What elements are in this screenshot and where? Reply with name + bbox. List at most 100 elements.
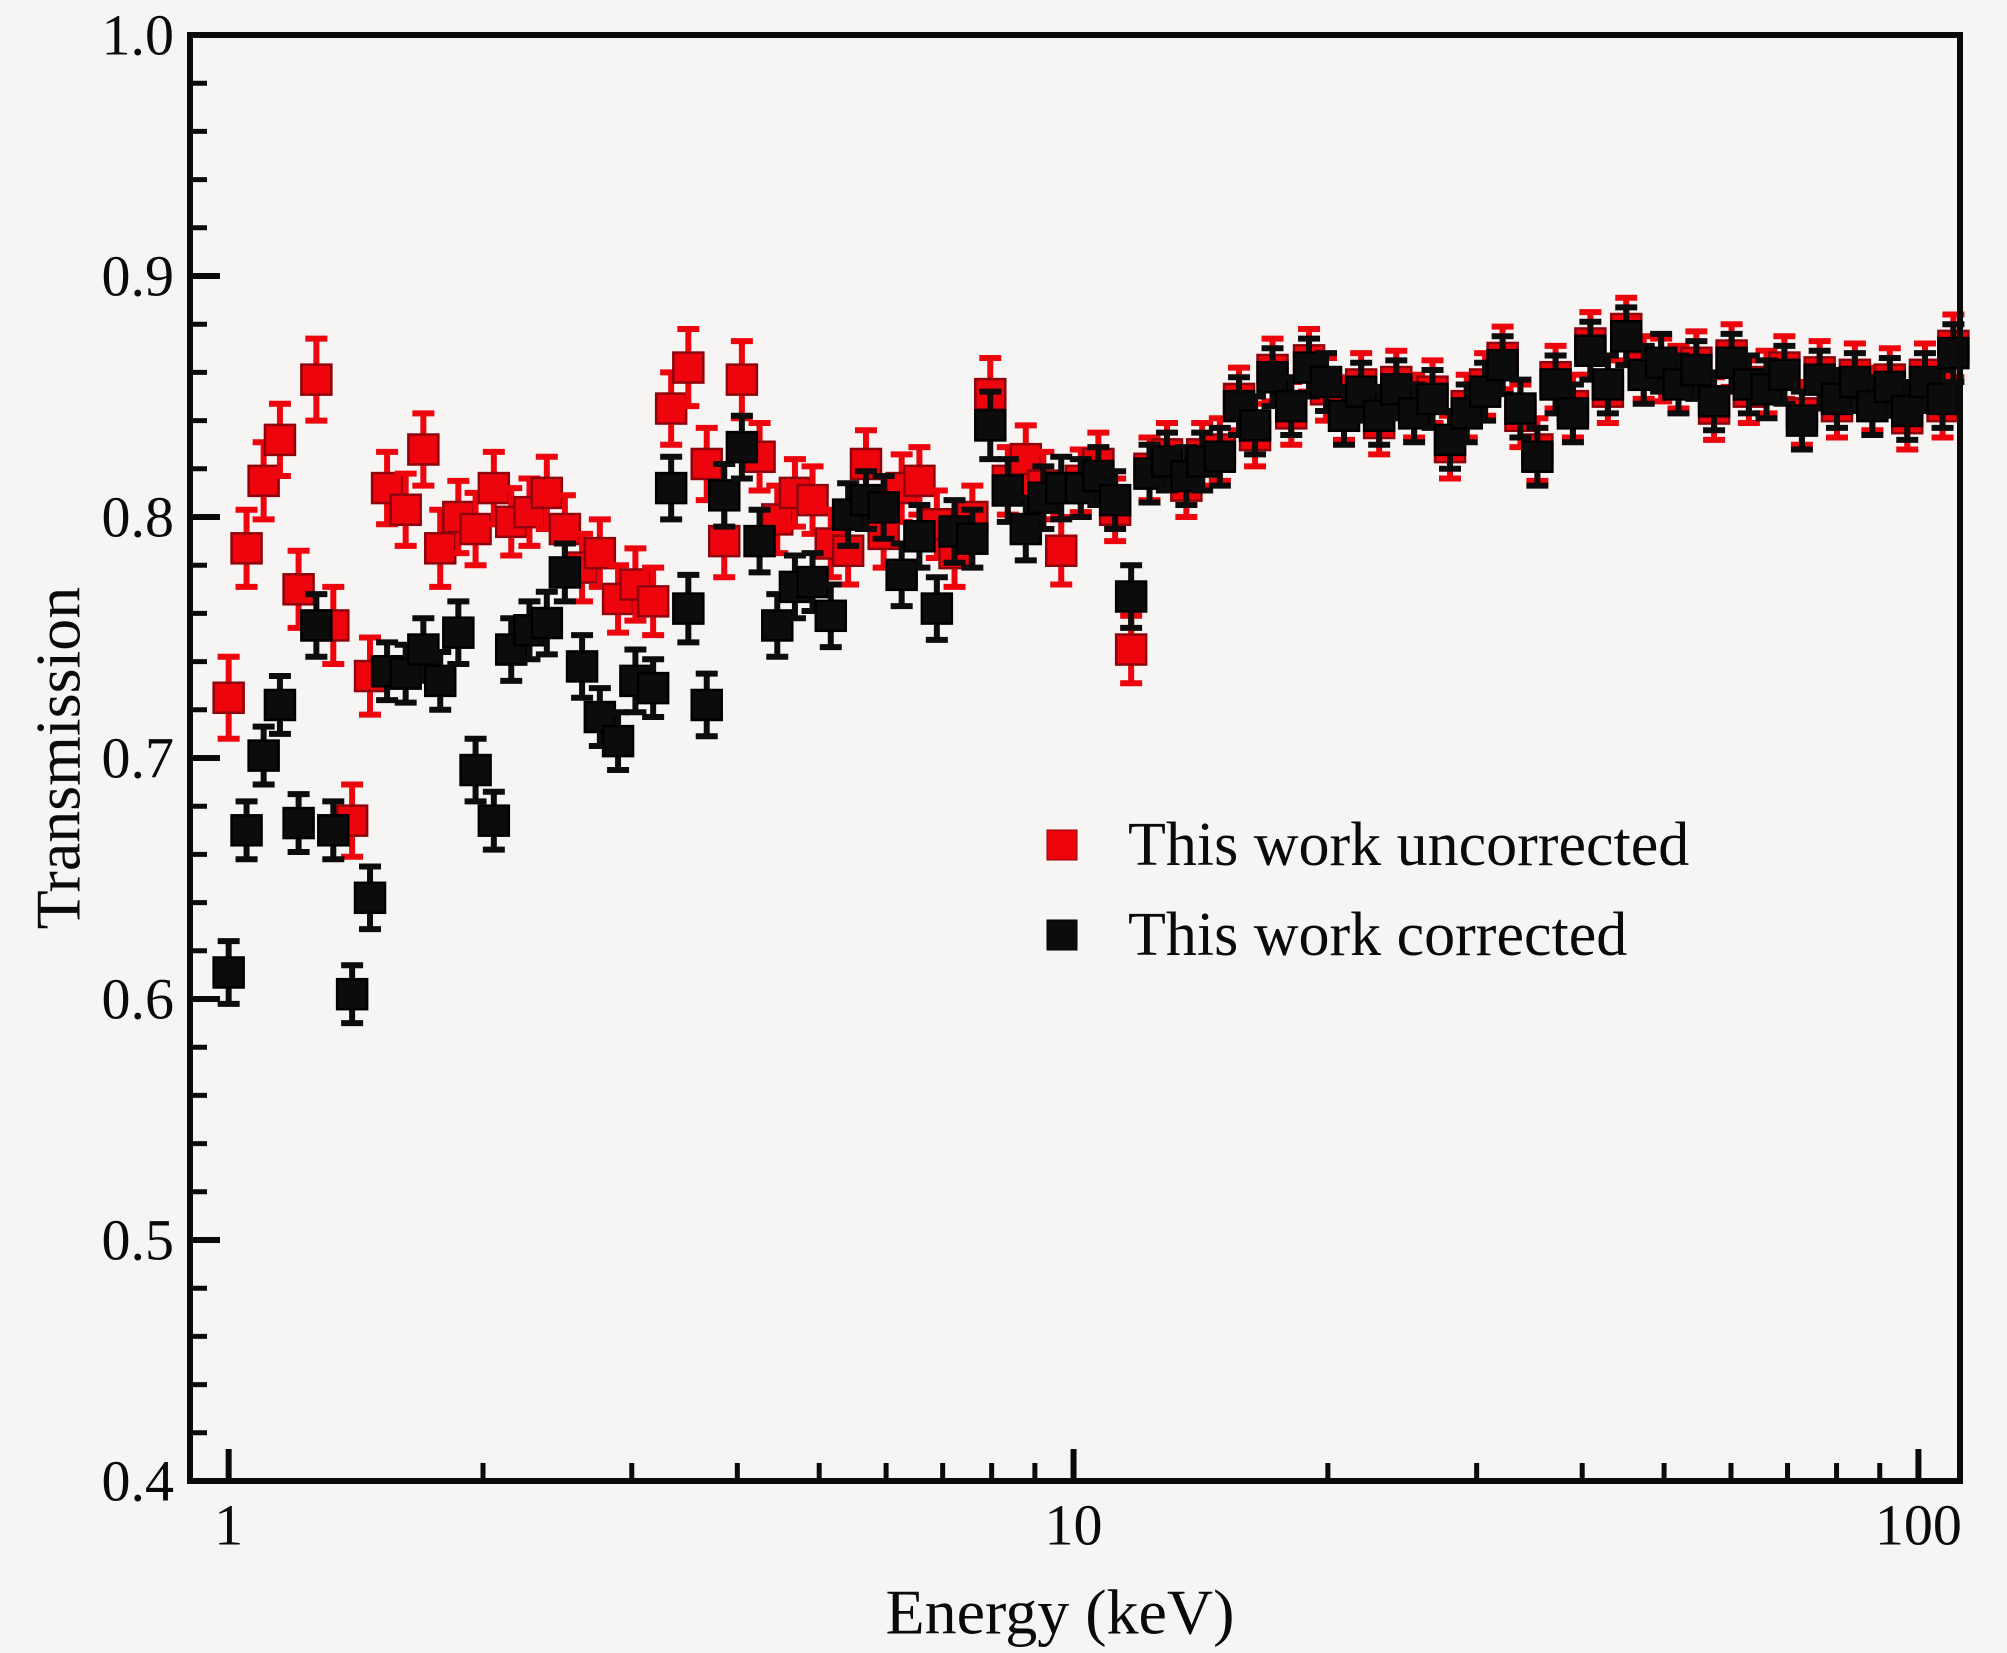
square-marker xyxy=(1098,483,1132,517)
square-marker xyxy=(212,956,245,989)
data-point xyxy=(477,448,511,528)
square-marker xyxy=(230,814,263,847)
data-point xyxy=(636,656,670,721)
square-marker xyxy=(956,522,989,555)
data-point xyxy=(672,571,705,646)
data-point xyxy=(353,863,387,933)
square-marker xyxy=(423,532,457,565)
data-point xyxy=(1344,359,1378,424)
legend-swatch-uncorrected xyxy=(1046,829,1078,861)
y-tick-label: 0.4 xyxy=(102,1449,175,1514)
data-point xyxy=(300,335,333,424)
y-tick-label: 0.9 xyxy=(102,244,175,309)
data-point xyxy=(672,326,705,410)
legend-label-corrected: This work corrected xyxy=(1128,901,1627,969)
axis-tick-labels-layer: 1 10 100 0.4 0.5 0.6 0.7 0.8 0.9 1.0 xyxy=(102,3,1962,1558)
data-point xyxy=(601,709,635,774)
data-point xyxy=(1450,381,1483,446)
data-point xyxy=(1203,424,1237,489)
y-tick-label: 1.0 xyxy=(102,3,175,68)
square-marker xyxy=(903,464,936,498)
data-point xyxy=(407,410,440,489)
x-tick-label: 100 xyxy=(1875,1493,1962,1558)
data-point xyxy=(247,723,280,788)
square-marker xyxy=(690,688,723,722)
square-marker xyxy=(1556,397,1590,430)
square-marker xyxy=(974,409,1007,442)
square-marker xyxy=(247,739,280,772)
data-points-layer xyxy=(212,294,1970,1027)
x-tick-label: 10 xyxy=(1045,1493,1103,1558)
y-tick-label: 0.5 xyxy=(102,1208,175,1273)
data-point xyxy=(1238,393,1272,458)
square-marker xyxy=(1644,346,1678,380)
data-point xyxy=(654,453,688,523)
square-marker xyxy=(442,616,475,649)
data-point xyxy=(1114,612,1148,687)
data-point xyxy=(1609,304,1643,369)
data-point xyxy=(885,540,918,610)
square-marker xyxy=(991,474,1025,507)
square-marker xyxy=(565,650,599,683)
data-point xyxy=(423,648,457,713)
data-point xyxy=(903,501,936,571)
data-point xyxy=(1768,342,1801,407)
square-marker xyxy=(263,688,297,722)
data-point xyxy=(494,615,528,684)
data-point xyxy=(317,798,350,863)
y-tick-label: 0.7 xyxy=(102,726,175,791)
square-marker xyxy=(300,609,333,642)
square-marker xyxy=(317,814,350,847)
data-point xyxy=(477,788,511,853)
square-marker xyxy=(335,977,369,1011)
series-corrected xyxy=(212,304,1970,1027)
data-point xyxy=(459,735,492,805)
legend: This work uncorrected This work correcte… xyxy=(1046,811,1689,969)
square-marker xyxy=(708,479,741,512)
square-marker xyxy=(885,558,918,592)
square-marker xyxy=(548,512,582,546)
data-point xyxy=(300,591,333,660)
square-marker xyxy=(1044,534,1078,567)
data-point xyxy=(1114,562,1148,631)
square-marker xyxy=(814,599,848,633)
square-marker xyxy=(725,363,759,396)
square-marker xyxy=(212,681,245,714)
square-marker xyxy=(761,609,794,642)
square-marker xyxy=(230,532,263,565)
square-marker xyxy=(672,592,705,625)
data-point xyxy=(282,791,315,855)
data-point xyxy=(335,962,369,1027)
data-point xyxy=(212,653,245,742)
square-marker xyxy=(1591,368,1625,401)
legend-swatch-corrected xyxy=(1046,919,1078,951)
square-marker xyxy=(1486,348,1519,382)
data-point xyxy=(1098,468,1132,533)
square-marker xyxy=(353,881,387,915)
square-marker xyxy=(1380,373,1413,406)
square-marker xyxy=(725,430,759,464)
square-marker xyxy=(263,423,297,457)
square-marker xyxy=(459,753,492,787)
data-point xyxy=(530,588,564,658)
data-point xyxy=(1591,352,1625,417)
y-tick-label: 0.8 xyxy=(102,485,175,550)
data-point xyxy=(1644,330,1678,395)
square-marker xyxy=(459,512,492,546)
data-point xyxy=(263,400,297,480)
square-marker xyxy=(1114,580,1148,613)
square-marker xyxy=(1521,440,1554,473)
data-point xyxy=(565,632,599,701)
square-marker xyxy=(636,585,670,618)
data-point xyxy=(230,506,263,590)
square-marker xyxy=(1203,440,1237,473)
square-marker xyxy=(743,524,776,558)
data-point xyxy=(335,781,369,860)
square-marker xyxy=(1574,334,1607,367)
square-marker xyxy=(867,491,900,524)
square-marker xyxy=(708,524,741,558)
data-point xyxy=(407,615,440,684)
plot-frame xyxy=(187,32,1963,1484)
square-marker xyxy=(1504,392,1537,425)
